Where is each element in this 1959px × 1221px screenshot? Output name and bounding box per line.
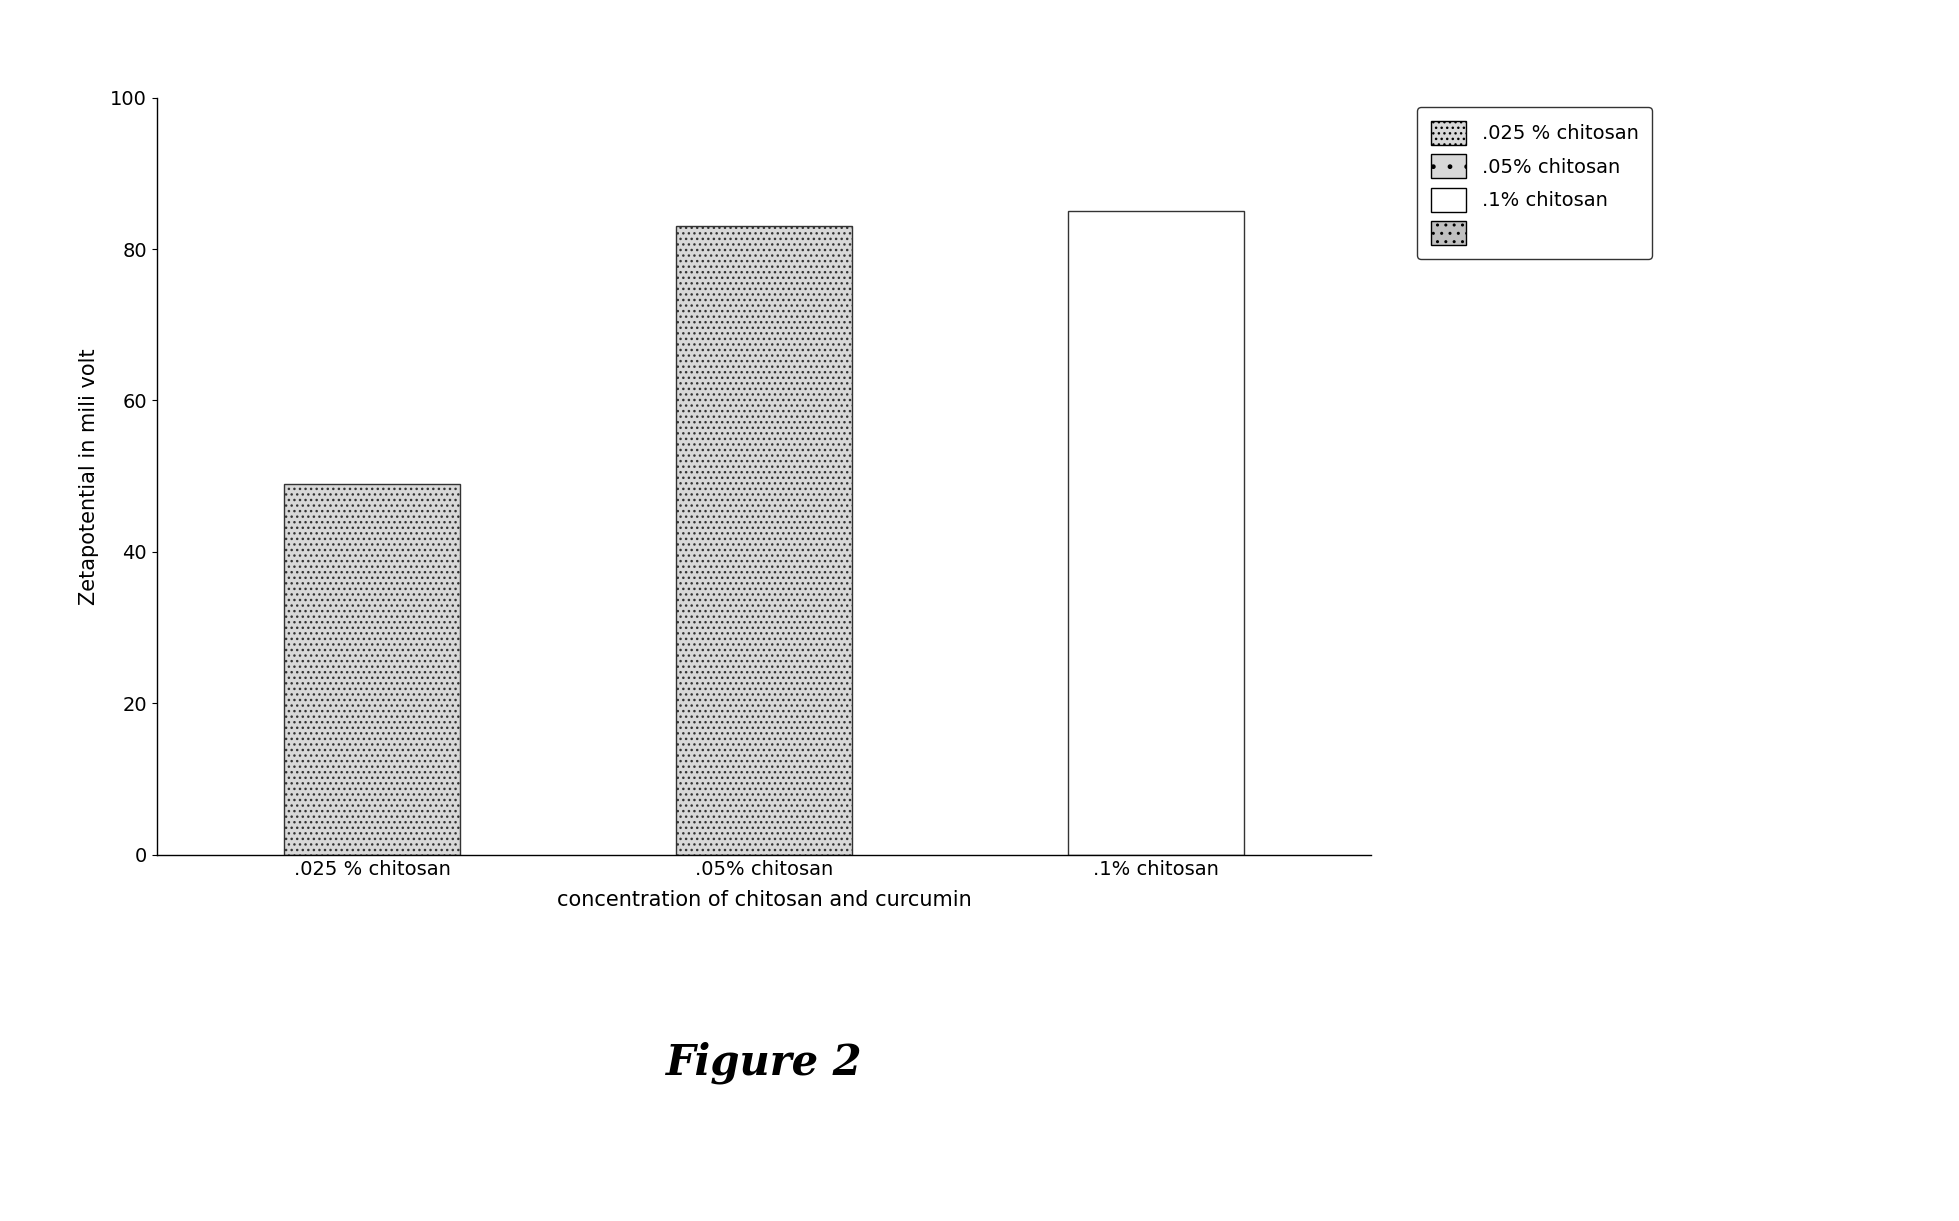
Bar <box>676 226 852 855</box>
Legend: .025 % chitosan, .05% chitosan, .1% chitosan, : .025 % chitosan, .05% chitosan, .1% chit… <box>1418 107 1651 259</box>
Text: Figure 2: Figure 2 <box>666 1042 862 1083</box>
Y-axis label: Zetapotential in mili volt: Zetapotential in mili volt <box>78 348 100 604</box>
Bar <box>1068 211 1244 855</box>
X-axis label: concentration of chitosan and curcumin: concentration of chitosan and curcumin <box>556 890 972 910</box>
Bar <box>284 484 460 855</box>
